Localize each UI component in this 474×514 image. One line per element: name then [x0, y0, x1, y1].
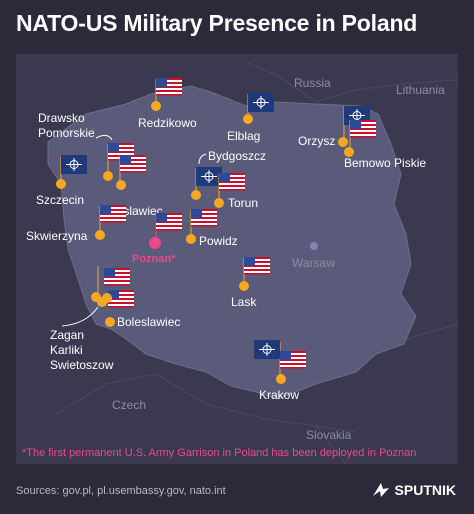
us-flag-icon [280, 351, 306, 369]
city-label-torun: Torun [228, 196, 258, 210]
city-label-lask: Lask [231, 295, 257, 309]
location-dot-icon [239, 281, 249, 291]
location-dot-icon [276, 374, 286, 384]
location-dot-icon [103, 171, 113, 181]
country-label-czech: Czech [112, 398, 146, 412]
map: Russia Lithuania Czech Slovakia Warsaw R… [16, 54, 458, 464]
us-flag-icon [104, 268, 130, 286]
nato-flag-icon [247, 92, 275, 113]
brand-name: SPUTNIK [394, 482, 456, 498]
nato-flag-icon [60, 154, 88, 175]
us-flag-icon [120, 155, 146, 173]
city-label-boleslawiec: Boleslawiec [117, 315, 180, 329]
city-label-zagan: Zagan Karliki Swietoszow [50, 328, 114, 372]
city-label-drawsko: Drawsko Pomorskie [38, 111, 95, 140]
city-label-orzysz: Orzysz [298, 134, 335, 148]
city-label-bemowo: Bemowo Piskie [344, 156, 426, 170]
location-dot-icon [214, 198, 224, 208]
us-flag-icon [244, 257, 270, 275]
location-dot-icon [56, 179, 66, 189]
poland-map: Russia Lithuania Czech Slovakia Warsaw R… [26, 61, 458, 464]
city-label-krakow: Krakow [259, 388, 299, 402]
highlight-dot-icon [149, 237, 161, 249]
city-label-poznan: Poznan* [132, 253, 176, 265]
sputnik-logo-icon [372, 483, 389, 497]
nato-flag-icon [253, 339, 281, 360]
city-label-elblag: Elblag [227, 129, 260, 143]
location-dot-icon [344, 147, 354, 157]
us-flag-icon [350, 120, 376, 138]
footnote: *The first permanent U.S. Army Garrison … [22, 447, 417, 459]
country-label-russia: Russia [294, 76, 331, 90]
sources-text: Sources: gov.pl, pl.usembassy.gov, nato.… [16, 485, 226, 497]
location-dot-icon [191, 190, 201, 200]
us-flag-icon [100, 205, 126, 223]
city-label-bydgoszcz: Bydgoszcz [208, 149, 266, 163]
nato-flag-icon [195, 166, 223, 187]
city-label-szczecin: Szczecin [36, 193, 84, 207]
city-label-skwierzyna: Skwierzyna [26, 229, 88, 243]
us-flag-icon [191, 209, 217, 227]
location-dot-icon [102, 293, 112, 303]
brand-logo: SPUTNIK [371, 480, 456, 500]
us-flag-icon [219, 173, 245, 191]
city-label-redzikowo: Redzikowo [138, 116, 197, 130]
warsaw-dot-icon [310, 242, 318, 250]
location-dot-icon [95, 230, 105, 240]
country-label-slovakia: Slovakia [306, 428, 352, 442]
location-dot-icon [338, 137, 348, 147]
location-dot-icon [186, 234, 196, 244]
location-dot-icon [151, 101, 161, 111]
location-dot-icon [243, 114, 253, 124]
page-title: NATO-US Military Presence in Poland [16, 10, 418, 36]
us-flag-icon [156, 78, 182, 96]
location-dot-icon [105, 317, 115, 327]
location-dot-icon [116, 180, 126, 190]
city-label-powidz: Powidz [199, 234, 238, 248]
country-label-lithuania: Lithuania [396, 83, 445, 97]
capital-label-warsaw: Warsaw [292, 256, 335, 270]
us-flag-icon [156, 213, 182, 231]
